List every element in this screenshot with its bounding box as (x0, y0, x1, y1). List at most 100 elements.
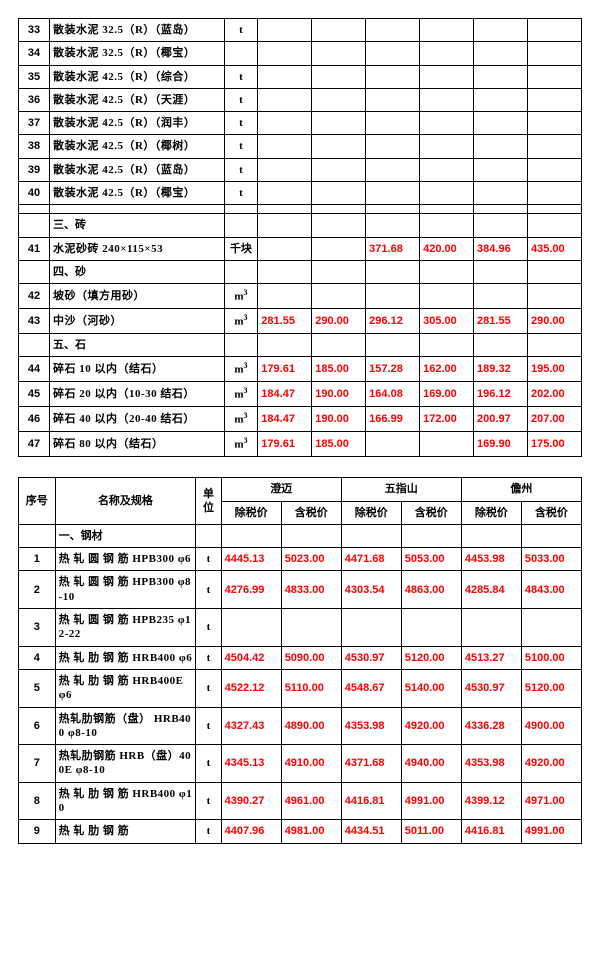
region-header: 儋州 (461, 478, 581, 501)
section-name (49, 205, 224, 214)
price-value: 4390.27 (221, 782, 281, 820)
price-value (527, 88, 581, 111)
unit: 千块 (224, 237, 258, 260)
price-value (527, 284, 581, 309)
unit: m3 (224, 407, 258, 432)
price-value: 290.00 (527, 309, 581, 334)
material-name: 碎石 10 以内（结石） (49, 357, 224, 382)
price-value (312, 158, 366, 181)
price-value (420, 432, 474, 457)
price-value: 5011.00 (401, 820, 461, 843)
price-type-header: 除税价 (221, 501, 281, 524)
price-value: 4353.98 (341, 707, 401, 745)
section-row: 一、钢材 (19, 524, 582, 547)
row-index (19, 260, 50, 283)
price-value (401, 609, 461, 647)
price-value (420, 65, 474, 88)
price-value (258, 19, 312, 42)
price-value: 5110.00 (281, 669, 341, 707)
material-name: 坡砂（填方用砂） (49, 284, 224, 309)
price-type-header: 含税价 (281, 501, 341, 524)
unit: t (224, 182, 258, 205)
price-value: 4399.12 (461, 782, 521, 820)
price-value: 4504.42 (221, 646, 281, 669)
row-index: 47 (19, 432, 50, 457)
price-value (312, 112, 366, 135)
price-value (258, 112, 312, 135)
row-index: 37 (19, 112, 50, 135)
price-value (366, 182, 420, 205)
price-value (312, 88, 366, 111)
price-value: 4863.00 (401, 571, 461, 609)
price-value (420, 135, 474, 158)
price-value (420, 19, 474, 42)
material-name: 散装水泥 42.5（R）（综合） (49, 65, 224, 88)
price-value: 4843.00 (521, 571, 581, 609)
price-value (312, 19, 366, 42)
price-value (420, 112, 474, 135)
price-value: 4991.00 (521, 820, 581, 843)
price-value (527, 135, 581, 158)
material-name: 热 轧 圆 钢 筋 HPB300 φ8-10 (55, 571, 196, 609)
price-value (527, 65, 581, 88)
price-value (527, 19, 581, 42)
row-index: 42 (19, 284, 50, 309)
price-value (312, 42, 366, 65)
material-name: 碎石 20 以内（10-30 结石） (49, 382, 224, 407)
table-row: 39散装水泥 42.5（R）（蓝岛）t (19, 158, 582, 181)
material-name: 热 轧 圆 钢 筋 HPB235 φ12-22 (55, 609, 196, 647)
price-value: 179.61 (258, 357, 312, 382)
price-value (258, 284, 312, 309)
row-index: 45 (19, 382, 50, 407)
material-name: 热 轧 肋 钢 筋 (55, 820, 196, 843)
price-value: 4513.27 (461, 646, 521, 669)
price-value (461, 609, 521, 647)
price-value: 290.00 (312, 309, 366, 334)
price-value: 4971.00 (521, 782, 581, 820)
section-name: 四、砂 (49, 260, 224, 283)
price-value: 202.00 (527, 382, 581, 407)
unit: t (196, 745, 221, 783)
materials-price-table-1: 33散装水泥 32.5（R）（蓝岛）t34散装水泥 32.5（R）（椰宝）35散… (18, 18, 582, 457)
table-row: 5热 轧 肋 钢 筋 HRB400E φ6t4522.125110.004548… (19, 669, 582, 707)
price-value (341, 609, 401, 647)
price-value (474, 182, 528, 205)
price-value: 4336.28 (461, 707, 521, 745)
unit: t (196, 782, 221, 820)
price-value: 420.00 (420, 237, 474, 260)
price-value (420, 158, 474, 181)
price-value: 305.00 (420, 309, 474, 334)
table-row: 三、砖 (19, 214, 582, 237)
price-value: 371.68 (366, 237, 420, 260)
price-value: 185.00 (312, 432, 366, 457)
material-name: 热轧肋钢筋 HRB（盘）400E φ8-10 (55, 745, 196, 783)
price-value: 175.00 (527, 432, 581, 457)
material-name: 热 轧 肋 钢 筋 HRB400E φ6 (55, 669, 196, 707)
price-value: 184.47 (258, 382, 312, 407)
price-value (527, 112, 581, 135)
price-value: 435.00 (527, 237, 581, 260)
row-index: 34 (19, 42, 50, 65)
price-value: 190.00 (312, 407, 366, 432)
price-value: 5023.00 (281, 548, 341, 571)
price-value: 4548.67 (341, 669, 401, 707)
price-type-header: 除税价 (461, 501, 521, 524)
table-row: 35散装水泥 42.5（R）（综合）t (19, 65, 582, 88)
price-value: 296.12 (366, 309, 420, 334)
material-name: 碎石 80 以内（结石） (49, 432, 224, 457)
row-index: 2 (19, 571, 56, 609)
row-index: 38 (19, 135, 50, 158)
material-name: 散装水泥 32.5（R）（蓝岛） (49, 19, 224, 42)
table-row: 6热轧肋钢筋（盘） HRB400 φ8-10t4327.434890.00435… (19, 707, 582, 745)
price-value (258, 42, 312, 65)
price-value: 190.00 (312, 382, 366, 407)
row-index: 6 (19, 707, 56, 745)
price-value: 4530.97 (341, 646, 401, 669)
table-row: 8热 轧 肋 钢 筋 HRB400 φ10t4390.274961.004416… (19, 782, 582, 820)
price-value (366, 88, 420, 111)
table-row: 46碎石 40 以内（20-40 结石）m3184.47190.00166.99… (19, 407, 582, 432)
table-row: 1热 轧 圆 钢 筋 HPB300 φ6t4445.135023.004471.… (19, 548, 582, 571)
price-value (221, 609, 281, 647)
price-value: 4890.00 (281, 707, 341, 745)
price-value (420, 284, 474, 309)
